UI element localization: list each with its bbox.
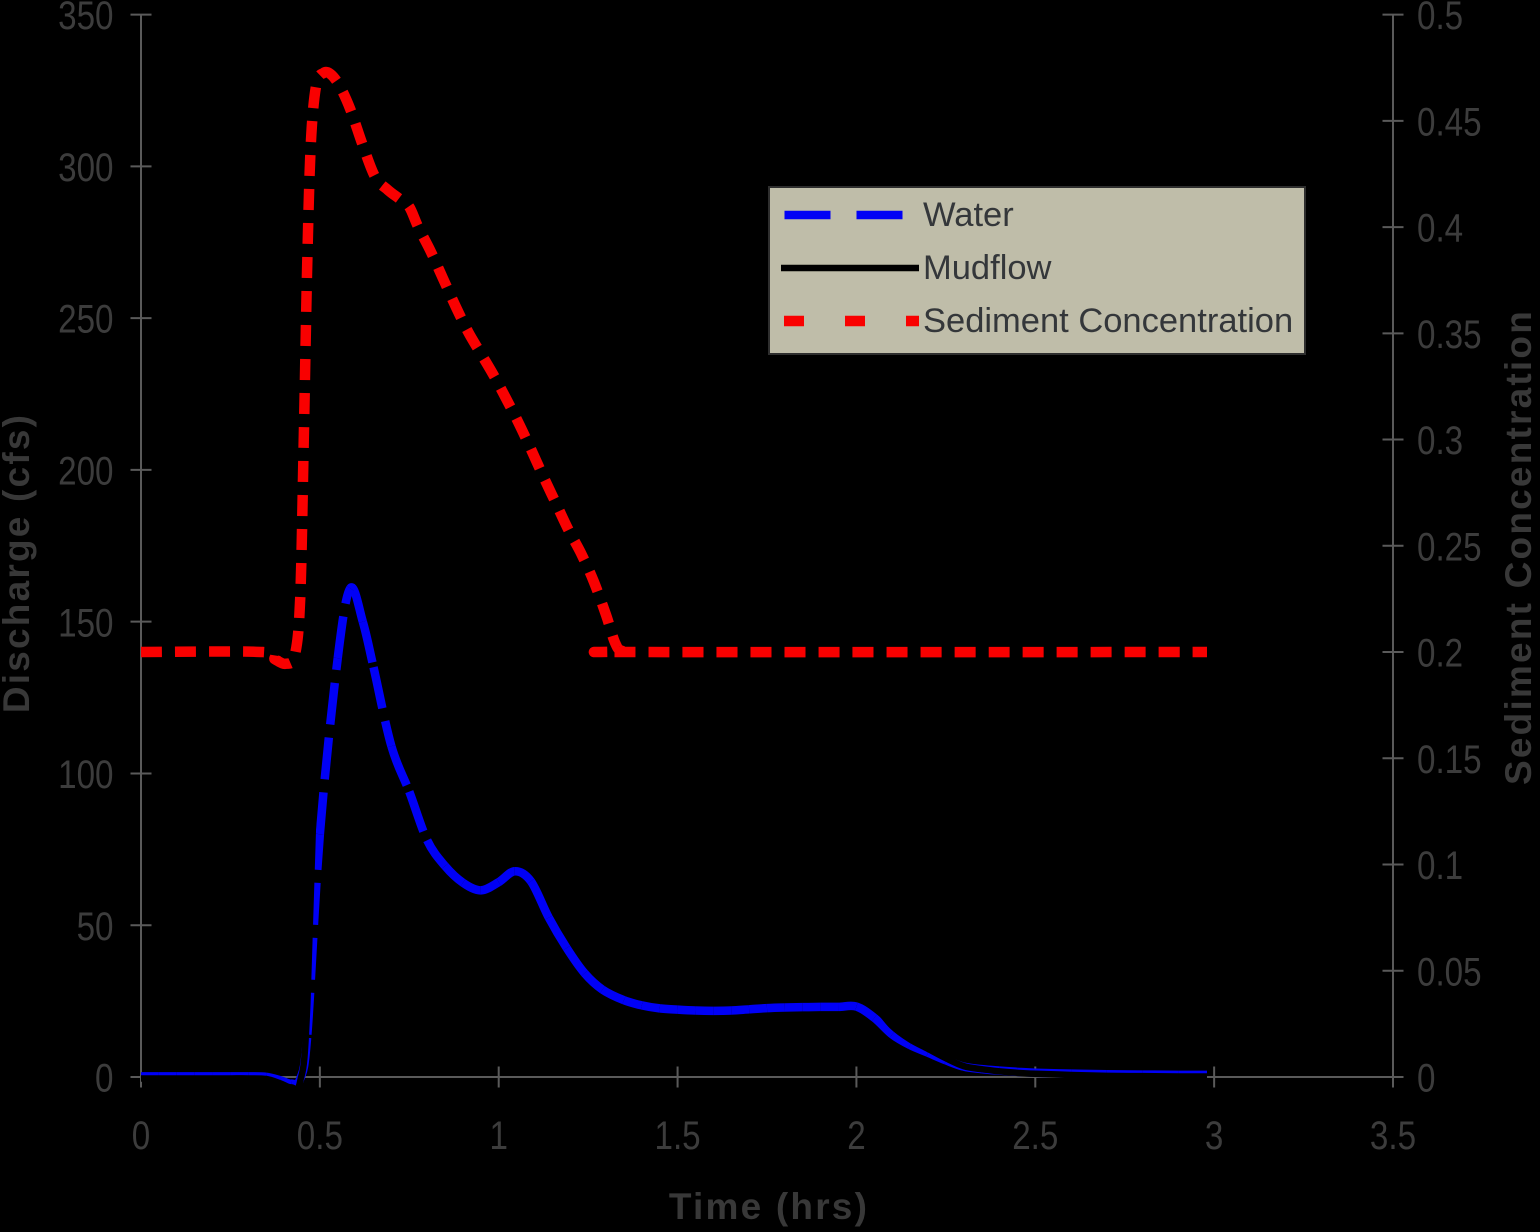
y2-tick-label: 0.4: [1417, 206, 1463, 251]
y2-axis-title: Sediment Concentration: [1498, 309, 1539, 785]
y-tick-label: 100: [58, 752, 113, 797]
y2-tick-label: 0.2: [1417, 631, 1463, 676]
y-tick-label: 150: [58, 600, 113, 645]
x-tick-label: 3: [1205, 1113, 1223, 1158]
y2-tick-label: 0.5: [1417, 0, 1463, 38]
water-curve: [140, 583, 1207, 1089]
y2-tick-label: 0: [1417, 1056, 1435, 1101]
water-curve-segment: [423, 838, 449, 869]
water-curve-segment: [460, 879, 482, 895]
water-curve-segment: [871, 1014, 895, 1038]
water-curve-segment: [748, 1003, 768, 1014]
y-tick-label: 300: [58, 145, 113, 190]
water-curve-segment: [838, 1001, 858, 1012]
water-curve-segment: [766, 1003, 785, 1013]
x-tick-label: 0: [132, 1113, 150, 1158]
sediment-line-sample-icon: [784, 315, 919, 327]
water-curve-segment: [514, 866, 535, 884]
water-curve-segment: [600, 986, 626, 1005]
water-curve-segment: [659, 1004, 678, 1014]
water-line-sample-icon: [784, 210, 919, 220]
water-curve-segment: [545, 915, 571, 951]
x-tick-label: 1.5: [654, 1113, 700, 1158]
y2-tick-label: 0.45: [1417, 100, 1482, 145]
water-curve-segment: [369, 666, 396, 748]
water-curve-segment: [387, 744, 414, 794]
x-tick-label: 3.5: [1370, 1113, 1416, 1158]
water-curve-segment: [908, 1041, 930, 1057]
x-tick-label: 2.5: [1012, 1113, 1058, 1158]
water-curve-segment: [480, 878, 501, 895]
x-tick-label: 2: [847, 1113, 865, 1158]
tick-labels: 0 50 100 150 200 250 300 350 0 0.05 0.1 0.15 0.2 0.25…: [58, 0, 1482, 1158]
x-axis-title: Time (hrs): [668, 1186, 870, 1227]
legend-item-water: Water: [781, 189, 1014, 242]
water-curve-segment: [731, 1005, 750, 1015]
water-curve-segment: [581, 970, 605, 994]
y2-tick-label: 0.05: [1417, 949, 1482, 994]
water-curve-segment: [527, 878, 553, 920]
y-tick-label: 50: [77, 904, 114, 949]
mudflow-line-sample-icon: [781, 264, 919, 272]
water-curve-segment: [563, 945, 588, 976]
x-tick-label: 0.5: [297, 1113, 343, 1158]
y-tick-label: 0: [95, 1056, 113, 1101]
sediment-concentration-curve: [140, 66, 1207, 670]
y-tick-label: 250: [58, 297, 113, 342]
y2-tick-label: 0.3: [1417, 418, 1463, 463]
water-curve-segment: [622, 996, 643, 1010]
legend-label-sediment-concentration: Sediment Concentration: [923, 301, 1294, 340]
mudflow-curve: [140, 177, 1207, 1093]
water-curve-segment: [854, 1002, 877, 1022]
water-curve-segment: [358, 620, 378, 669]
water-curve-segment: [315, 657, 342, 835]
water-curve-segment: [405, 790, 432, 843]
mudflow-curve-path: [140, 177, 1207, 1093]
y2-tick-label: 0.1: [1417, 843, 1463, 888]
water-curve-segment: [496, 866, 516, 886]
x-tick-label: 1: [489, 1113, 507, 1158]
legend-label-water: Water: [923, 195, 1014, 234]
water-curve-segment: [889, 1031, 913, 1049]
legend-item-mudflow: Mudflow: [781, 242, 1051, 295]
water-curve-segment: [441, 863, 466, 887]
water-curve-segment: [640, 1001, 661, 1013]
y2-tick-label: 0.15: [1417, 737, 1482, 782]
legend-label-mudflow: Mudflow: [923, 248, 1052, 287]
legend: Water Mudflow Sediment Concentration: [768, 186, 1306, 355]
water-curve-segment: [333, 585, 355, 659]
y2-tick-label: 0.25: [1417, 524, 1482, 569]
water-curve-segment: [677, 1005, 696, 1015]
legend-item-sediment-concentration: Sediment Concentration: [781, 295, 1293, 348]
axes: [130, 13, 1404, 1088]
y-tick-label: 200: [58, 449, 113, 494]
y-tick-label: 350: [58, 0, 113, 38]
water-curve-segment: [346, 583, 367, 623]
y-axis-title: Discharge (cfs): [0, 412, 37, 714]
sediment-concentration-curve-path: [140, 66, 1207, 670]
y2-tick-label: 0.35: [1417, 312, 1482, 357]
